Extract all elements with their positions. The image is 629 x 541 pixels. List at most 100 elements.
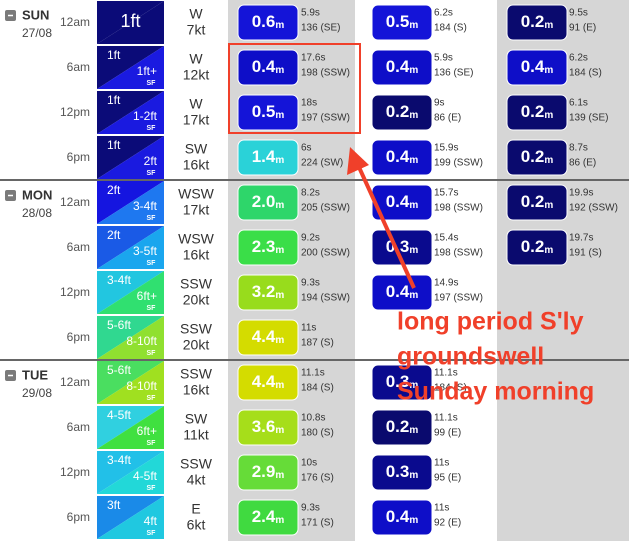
surf-sf: SF bbox=[147, 530, 157, 537]
swell-height-unit: m bbox=[275, 110, 284, 121]
swell-box bbox=[237, 49, 299, 86]
surf-bottom bbox=[97, 271, 164, 314]
swell-height: 0.2m bbox=[521, 192, 554, 211]
swell-direction: 176 (S) bbox=[301, 473, 334, 484]
swell-height-unit: m bbox=[275, 425, 284, 436]
swell-direction: 184 (S) bbox=[434, 23, 467, 34]
swell-box bbox=[371, 364, 433, 401]
swell-box bbox=[237, 274, 299, 311]
wind-speed: 4kt bbox=[187, 472, 206, 488]
wind-direction: SSW bbox=[180, 366, 213, 382]
swell-height-unit: m bbox=[275, 290, 284, 301]
swell-box bbox=[237, 499, 299, 536]
annotation-arrowhead bbox=[347, 147, 369, 175]
swell-height-value: 2.4 bbox=[252, 507, 276, 526]
swell-height-value: 4.4 bbox=[252, 327, 276, 346]
swell-height: 0.4m bbox=[386, 507, 419, 526]
swell-height-value: 0.2 bbox=[521, 12, 545, 31]
swell-box bbox=[371, 274, 433, 311]
swell-period: 14.9s bbox=[434, 278, 458, 289]
surf-bottom bbox=[97, 46, 164, 89]
surf-min: 1ft bbox=[107, 93, 121, 107]
swell-direction: 91 (E) bbox=[569, 23, 596, 34]
swell-direction: 192 (SSW) bbox=[569, 203, 618, 214]
swell-height-value: 0.3 bbox=[386, 462, 410, 481]
tertiary-swell-column bbox=[497, 0, 629, 541]
swell-height: 0.4m bbox=[252, 57, 285, 76]
swell-box bbox=[371, 454, 433, 491]
time: 12pm bbox=[60, 105, 90, 119]
swell-period: 6.2s bbox=[434, 8, 453, 19]
swell-height: 4.4m bbox=[252, 327, 285, 346]
swell-height-unit: m bbox=[409, 20, 418, 31]
surf-min: 1ft bbox=[107, 48, 121, 62]
time: 6am bbox=[67, 420, 90, 434]
swell-period: 15.4s bbox=[434, 233, 458, 244]
wind-speed: 17kt bbox=[183, 202, 210, 218]
swell-direction: 198 (SSW) bbox=[301, 68, 350, 79]
swell-height-value: 0.4 bbox=[386, 147, 410, 166]
annotation-text: long period S'ly bbox=[397, 308, 584, 336]
swell-height: 0.6m bbox=[252, 12, 285, 31]
surf-sf: SF bbox=[147, 395, 157, 402]
surf-bottom bbox=[97, 316, 164, 359]
swell-height-value: 0.4 bbox=[386, 57, 410, 76]
surf-bottom bbox=[97, 226, 164, 269]
surf-min: 2ft bbox=[107, 183, 121, 197]
surf-max: 6ft+ bbox=[137, 424, 157, 438]
swell-period: 5.9s bbox=[301, 8, 320, 19]
wind-direction: SSW bbox=[180, 321, 213, 337]
swell-height: 4.4m bbox=[252, 372, 285, 391]
swell-height-unit: m bbox=[409, 155, 418, 166]
swell-height-value: 1.4 bbox=[252, 147, 276, 166]
swell-height-value: 0.2 bbox=[521, 102, 545, 121]
surf-sf: SF bbox=[147, 170, 157, 177]
surf-max: 3-4ft bbox=[133, 199, 158, 213]
day-name: SUN bbox=[22, 7, 49, 22]
surf-sf: SF bbox=[147, 125, 157, 132]
swell-height-unit: m bbox=[275, 20, 284, 31]
annotation-text: groundswell bbox=[397, 343, 544, 371]
surf-sf: SF bbox=[147, 350, 157, 357]
wind-direction: W bbox=[189, 96, 203, 112]
surf-max: 1ft+ bbox=[137, 64, 157, 78]
day-date: 27/08 bbox=[22, 26, 52, 40]
swell-height-unit: m bbox=[275, 470, 284, 481]
surf-sf: SF bbox=[147, 305, 157, 312]
swell-height-value: 3.6 bbox=[252, 417, 276, 436]
swell-direction: 86 (E) bbox=[569, 158, 596, 169]
swell-height: 0.2m bbox=[386, 417, 419, 436]
surf-bottom bbox=[97, 181, 164, 224]
swell-box bbox=[506, 184, 568, 221]
swell-direction: 197 (SSW) bbox=[301, 113, 350, 124]
swell-direction: 205 (SSW) bbox=[301, 203, 350, 214]
swell-period: 19.9s bbox=[569, 188, 593, 199]
swell-direction: 136 (SE) bbox=[434, 68, 473, 79]
swell-direction: 86 (E) bbox=[434, 113, 461, 124]
swell-height-value: 2.0 bbox=[252, 192, 276, 211]
swell-box bbox=[371, 184, 433, 221]
swell-height-unit: m bbox=[544, 200, 553, 211]
surf-sf: SF bbox=[147, 485, 157, 492]
surf-max: 1-2ft bbox=[133, 109, 158, 123]
swell-height-value: 0.6 bbox=[252, 12, 276, 31]
wind-speed: 20kt bbox=[183, 292, 210, 308]
swell-height-unit: m bbox=[275, 380, 284, 391]
swell-period: 11s bbox=[301, 323, 316, 334]
swell-height: 0.4m bbox=[386, 57, 419, 76]
swell-period: 9.5s bbox=[569, 8, 588, 19]
swell-height-value: 0.4 bbox=[521, 57, 545, 76]
time: 6pm bbox=[67, 330, 90, 344]
swell-height-unit: m bbox=[409, 110, 418, 121]
surf-bottom bbox=[97, 451, 164, 494]
swell-height: 0.3m bbox=[386, 462, 419, 481]
swell-height-unit: m bbox=[409, 290, 418, 301]
swell-height: 3.6m bbox=[252, 417, 285, 436]
swell-height-unit: m bbox=[409, 65, 418, 76]
surf-max: 4ft bbox=[144, 514, 158, 528]
swell-period: 9.3s bbox=[301, 278, 320, 289]
wind-speed: 7kt bbox=[187, 22, 206, 38]
swell-direction: 187 (S) bbox=[301, 338, 334, 349]
day-name: TUE bbox=[22, 367, 48, 382]
swell-height-value: 4.4 bbox=[252, 372, 276, 391]
